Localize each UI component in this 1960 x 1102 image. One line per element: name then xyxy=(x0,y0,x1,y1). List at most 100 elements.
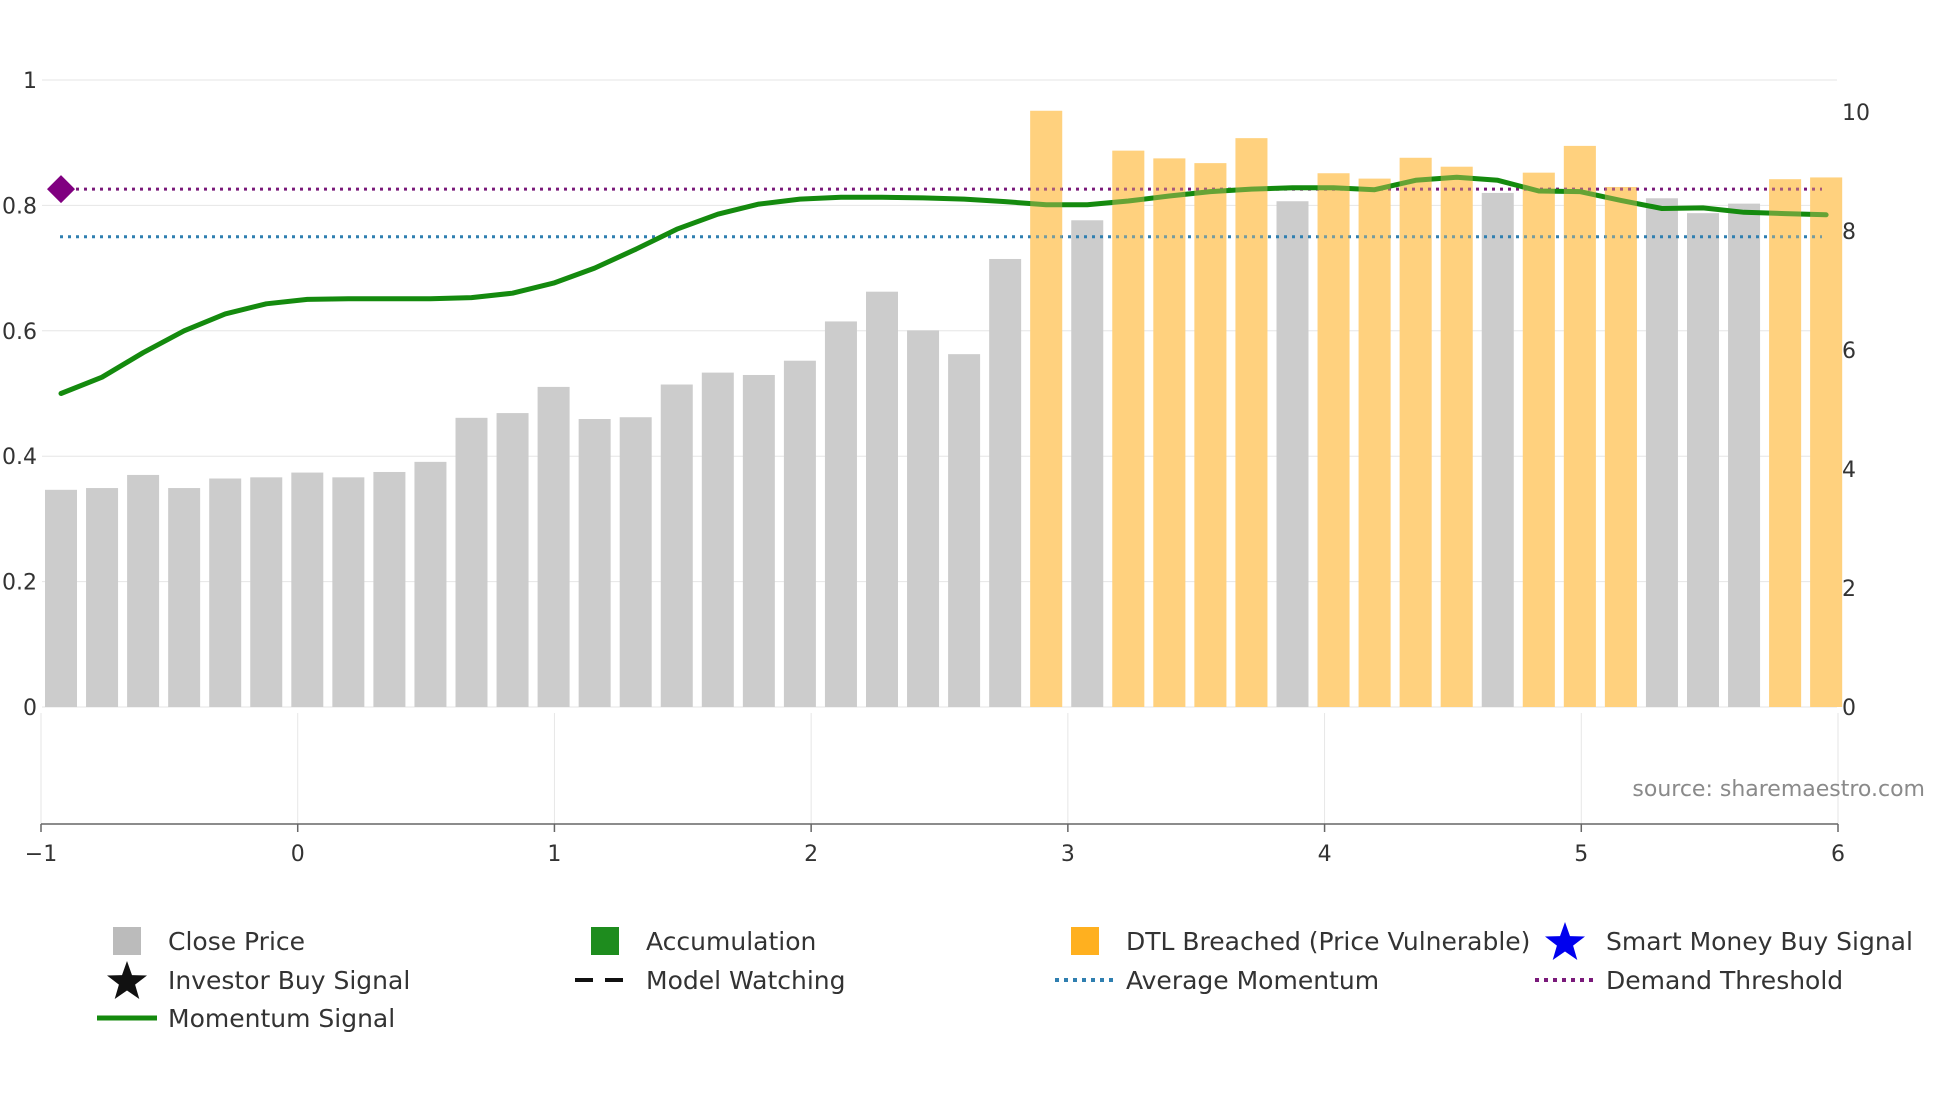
y-right-tick-label: 8 xyxy=(1842,220,1856,245)
dtl-breached-bar xyxy=(1153,158,1186,707)
close-price-bar xyxy=(619,417,652,707)
dtl-breached-bar xyxy=(1030,110,1063,707)
y-right-tick-label: 10 xyxy=(1842,101,1870,126)
dtl-overlay xyxy=(1810,177,1843,707)
close-price-bar xyxy=(660,384,693,707)
dtl-breached-bar xyxy=(1112,150,1145,708)
dtl-breached-bar xyxy=(1563,145,1596,708)
dtl-breached-bar xyxy=(1769,179,1802,708)
source-label: source: sharemaestro.com xyxy=(1632,777,1925,802)
y-left-tick-label: 1 xyxy=(23,69,37,94)
close-price-bar xyxy=(989,258,1022,707)
dtl-overlay xyxy=(1440,166,1473,708)
close-price-bar xyxy=(537,386,570,707)
dtl-breached-bar xyxy=(1522,172,1555,707)
close-price-bar xyxy=(866,291,898,707)
close-price-bar xyxy=(455,417,488,707)
dtl-breached-bar xyxy=(1399,157,1432,707)
x-tick-label: 6 xyxy=(1831,842,1845,867)
x-tick-label: 2 xyxy=(804,842,818,867)
legend-label: Smart Money Buy Signal xyxy=(1606,927,1913,956)
dtl-overlay xyxy=(1604,186,1637,708)
close-price-bar xyxy=(168,488,201,707)
y-right-tick-label: 0 xyxy=(1842,696,1856,721)
legend: Close Price Accumulation DTL Breached (Pri… xyxy=(97,922,1913,1033)
y-right-tick-label: 6 xyxy=(1842,339,1856,364)
close-price-bar xyxy=(1276,201,1309,707)
momentum-signal-line xyxy=(58,174,1829,396)
close-price-bar xyxy=(1687,213,1719,707)
close-price-bar xyxy=(496,413,529,707)
close-price-bar xyxy=(948,354,981,707)
close-price-bar xyxy=(1728,203,1761,707)
dtl-overlay xyxy=(1358,178,1391,707)
dtl-overlay xyxy=(1112,150,1145,708)
close-price-bar xyxy=(209,478,242,707)
orange-square-icon xyxy=(1071,927,1099,955)
close-price-bar xyxy=(332,477,365,707)
close-price-bar xyxy=(127,474,160,707)
y-left-tick-label: 0 xyxy=(23,696,37,721)
close-price-bar xyxy=(414,461,447,707)
dtl-overlay xyxy=(1563,145,1596,708)
dtl-breached-bar xyxy=(1440,166,1473,708)
legend-label: DTL Breached (Price Vulnerable) xyxy=(1126,927,1530,956)
close-price-bar xyxy=(45,489,77,707)
dtl-overlay xyxy=(1194,163,1227,708)
signal-lines xyxy=(47,110,1843,708)
close-price-bar xyxy=(578,419,611,707)
y-right-tick-label: 2 xyxy=(1842,577,1856,602)
y-right-tick-label: 4 xyxy=(1842,458,1856,483)
legend-label: Close Price xyxy=(168,927,305,956)
close-price-bar xyxy=(824,321,857,707)
dtl-breached-bar xyxy=(1317,173,1350,707)
legend-label: Demand Threshold xyxy=(1606,966,1843,995)
legend-label: Model Watching xyxy=(646,966,846,995)
close-price-bar xyxy=(701,372,734,707)
x-tick-label: 1 xyxy=(547,842,561,867)
close-price-bar xyxy=(742,374,775,707)
y-left-tick-label: 0.8 xyxy=(2,194,37,219)
close-price-bars xyxy=(45,110,1843,708)
close-price-bar xyxy=(1071,220,1104,708)
close-price-bar xyxy=(86,488,119,707)
dtl-breached-bar xyxy=(1235,138,1268,707)
demand-threshold-marker xyxy=(47,175,75,204)
dtl-breached-bar xyxy=(1810,177,1843,707)
dtl-overlay xyxy=(1399,157,1432,707)
legend-label: Accumulation xyxy=(646,927,816,956)
green-square-icon xyxy=(591,927,619,955)
legend-label: Momentum Signal xyxy=(168,1004,395,1033)
x-tick-label: −1 xyxy=(25,842,57,867)
y-left-tick-label: 0.6 xyxy=(2,320,37,345)
grey-square-icon xyxy=(113,927,141,955)
dtl-overlay xyxy=(1522,172,1555,707)
dtl-overlay xyxy=(1235,138,1268,707)
close-price-bar xyxy=(250,477,283,707)
x-tick-label: 0 xyxy=(291,842,305,867)
dtl-overlay xyxy=(1030,110,1063,707)
black-star-icon xyxy=(107,961,147,999)
close-price-bar xyxy=(291,472,324,707)
dtl-breached-bar xyxy=(1358,178,1391,707)
close-price-bar xyxy=(1645,198,1678,707)
close-price-bar xyxy=(373,471,406,707)
dtl-overlay xyxy=(1769,179,1802,708)
legend-label: Investor Buy Signal xyxy=(168,966,410,995)
legend-label: Average Momentum xyxy=(1126,966,1379,995)
y-left-tick-label: 0.2 xyxy=(2,571,37,596)
y-left-tick-label: 0.4 xyxy=(2,445,37,470)
dtl-breached-bar xyxy=(1194,163,1227,708)
dtl-overlay xyxy=(1153,158,1186,707)
x-tick-label: 4 xyxy=(1318,842,1332,867)
close-price-bar xyxy=(1481,192,1514,708)
blue-star-icon xyxy=(1545,922,1585,960)
close-price-bar xyxy=(783,360,816,707)
close-price-bar xyxy=(907,330,940,707)
dtl-breached-bar xyxy=(1604,186,1637,708)
x-tick-label: 5 xyxy=(1574,842,1588,867)
x-tick-label: 3 xyxy=(1061,842,1075,867)
dtl-overlay xyxy=(1317,173,1350,707)
